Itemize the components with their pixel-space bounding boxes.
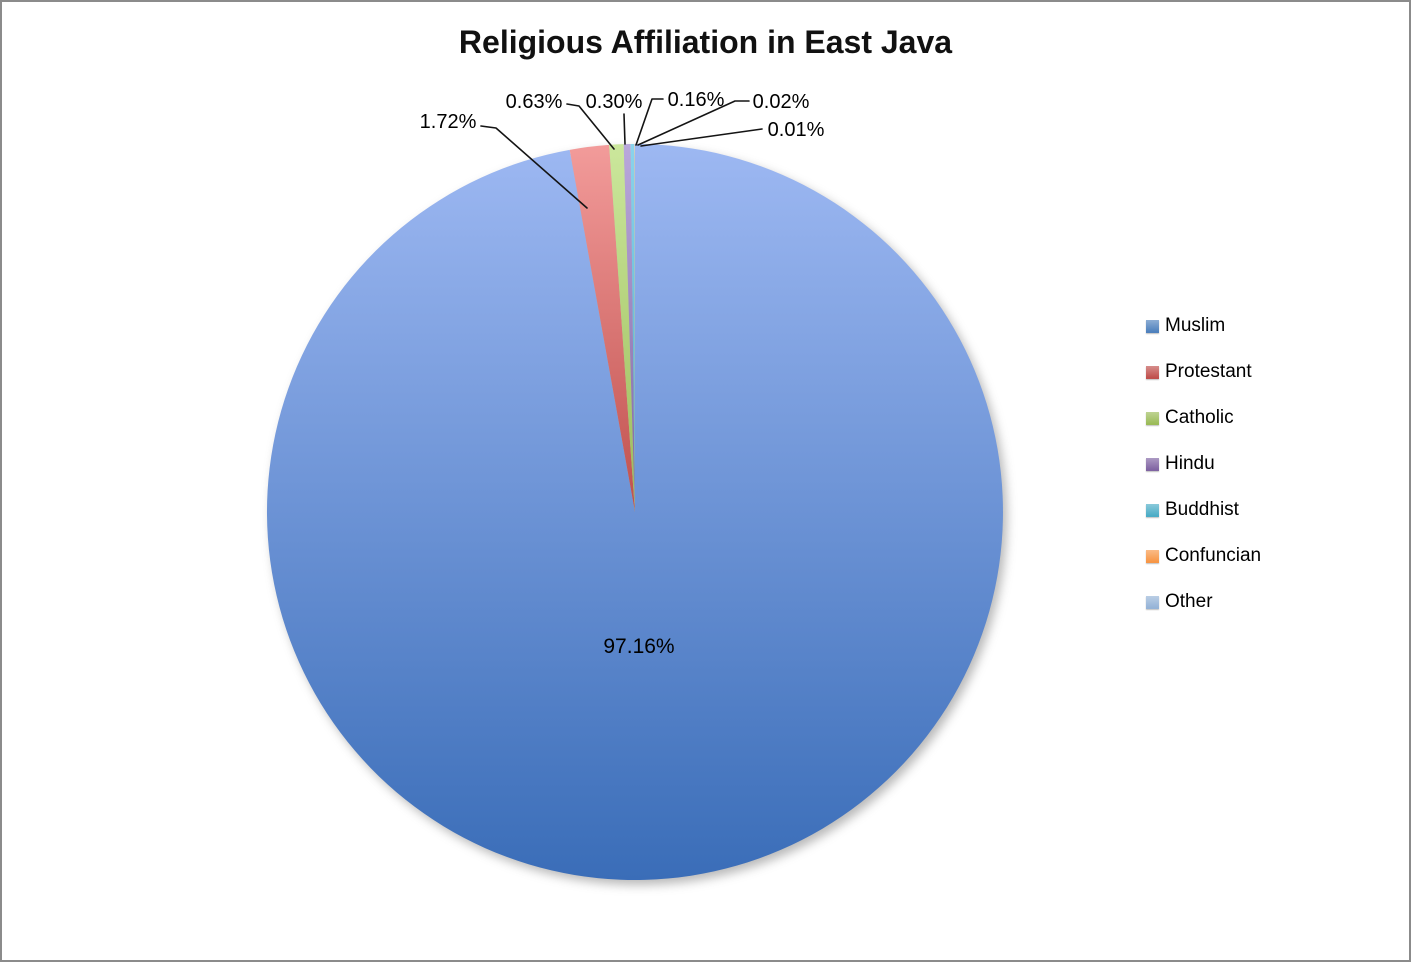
data-label-protestant: 1.72%: [420, 111, 477, 133]
pie-slice-catholic: [609, 144, 635, 513]
legend: Muslim Protestant Catholic Hindu Buddhist Con…: [1146, 303, 1261, 625]
legend-item-other: Other: [1146, 579, 1261, 625]
data-label-hindu: 0.30%: [586, 91, 643, 113]
legend-swatch-confuncian: [1146, 549, 1159, 563]
legend-item-hindu: Hindu: [1146, 441, 1261, 487]
legend-swatch-catholic: [1146, 411, 1159, 425]
leader-line-catholic: [566, 103, 615, 150]
leader-line-protestant: [480, 125, 588, 209]
legend-swatch-other: [1146, 595, 1159, 609]
legend-label-other: Other: [1165, 591, 1213, 612]
data-label-other: 0.01%: [768, 119, 825, 141]
legend-label-buddhist: Buddhist: [1165, 499, 1239, 520]
leader-line-confuncian: [637, 100, 750, 146]
legend-item-buddhist: Buddhist: [1146, 487, 1261, 533]
data-label-catholic: 0.63%: [506, 91, 563, 113]
leader-line-hindu: [623, 113, 626, 145]
legend-label-hindu: Hindu: [1165, 453, 1215, 474]
legend-label-catholic: Catholic: [1165, 407, 1234, 428]
legend-item-confuncian: Confuncian: [1146, 533, 1261, 579]
data-label-buddhist: 0.16%: [668, 89, 725, 111]
data-label-muslim: 97.16%: [603, 635, 674, 658]
data-label-confuncian: 0.02%: [753, 91, 810, 113]
legend-label-confuncian: Confuncian: [1165, 545, 1262, 566]
pie-slice-hindu: [623, 144, 635, 512]
pie-slice-buddhist: [630, 144, 635, 512]
legend-swatch-muslim: [1146, 319, 1159, 333]
chart-title: Religious Affiliation in East Java: [458, 24, 953, 60]
legend-swatch-protestant: [1146, 365, 1159, 379]
legend-label-muslim: Muslim: [1165, 315, 1226, 336]
legend-item-muslim: Muslim: [1146, 303, 1261, 349]
legend-item-catholic: Catholic: [1146, 395, 1261, 441]
pie-slice-protestant: [569, 144, 635, 512]
pie-slice-confuncian: [634, 143, 635, 512]
legend-label-protestant: Protestant: [1165, 361, 1252, 382]
leader-line-buddhist: [635, 98, 664, 146]
legend-swatch-hindu: [1146, 457, 1159, 471]
leader-line-other: [640, 128, 763, 147]
pie-slice-muslim: [266, 144, 1003, 881]
legend-item-protestant: Protestant: [1146, 349, 1261, 395]
legend-swatch-buddhist: [1146, 503, 1159, 517]
